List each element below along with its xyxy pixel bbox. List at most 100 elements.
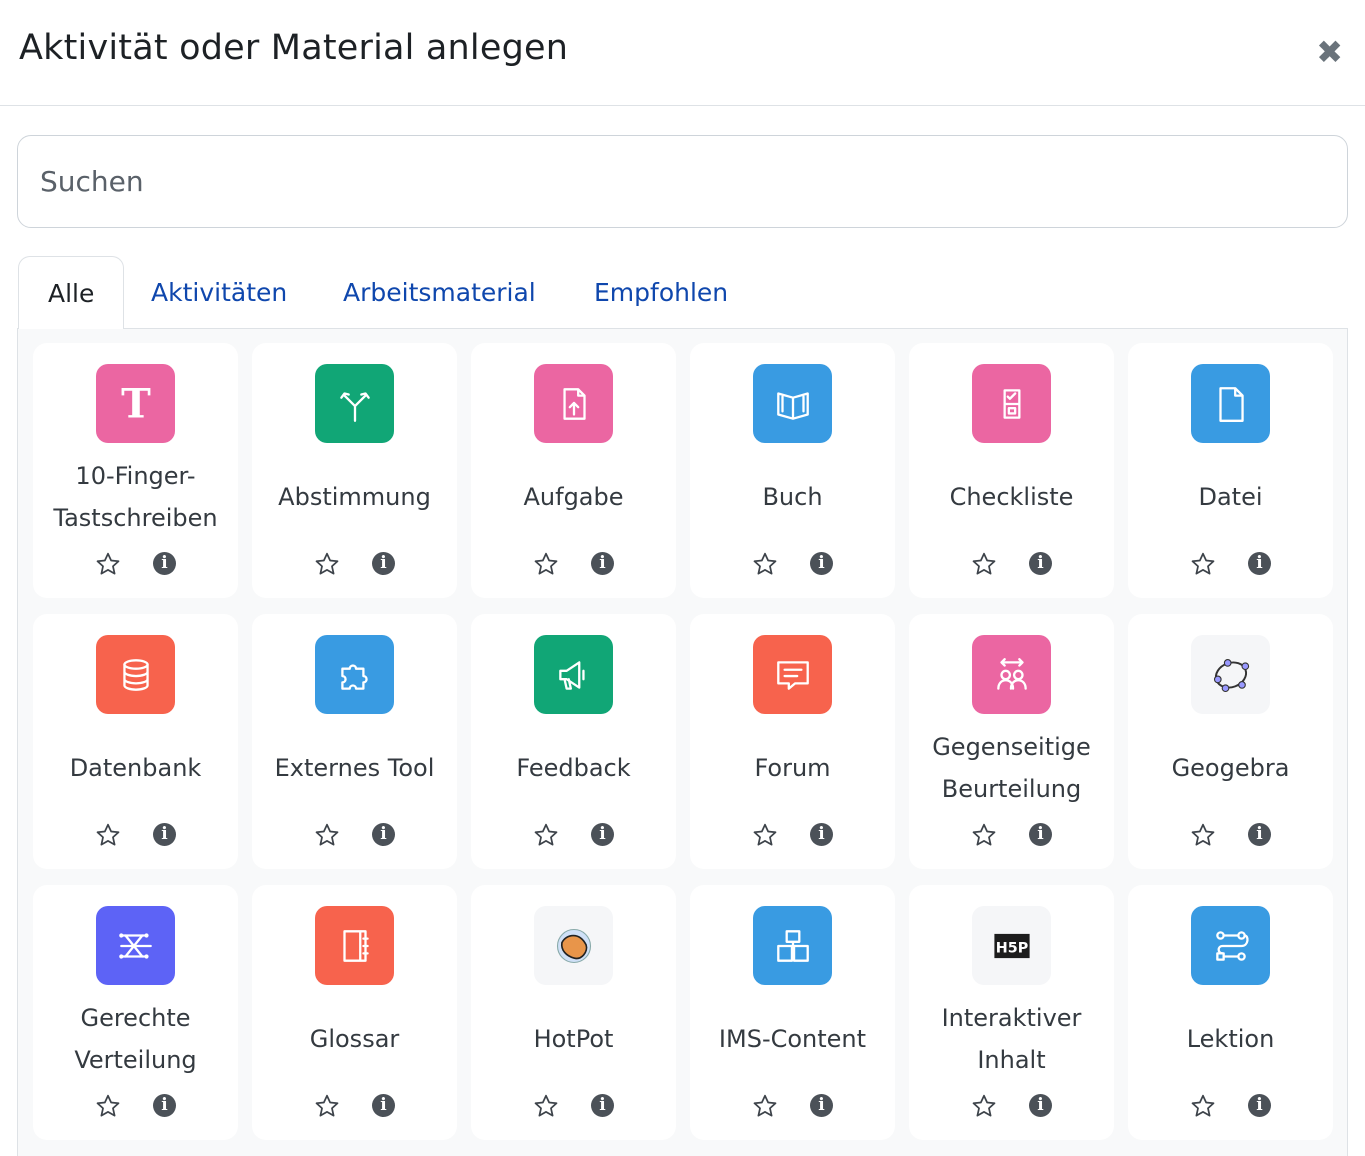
star-outline-icon[interactable] (95, 822, 121, 848)
star-outline-icon[interactable] (971, 551, 997, 577)
info-icon[interactable]: i (1248, 1094, 1271, 1117)
star-outline-icon[interactable] (533, 551, 559, 577)
module-card[interactable]: Forum i (690, 614, 895, 869)
tab-aktivitaeten[interactable]: Aktivitäten (151, 278, 288, 307)
module-name: Feedback (516, 754, 631, 782)
notebook-icon (315, 906, 394, 985)
module-card[interactable]: HotPot i (471, 885, 676, 1140)
module-card[interactable]: Glossar i (252, 885, 457, 1140)
module-card[interactable]: Externes Tool i (252, 614, 457, 869)
info-icon[interactable]: i (1029, 823, 1052, 846)
tab-bar: Alle Aktivitäten Arbeitsmaterial Empfohl… (17, 256, 1348, 330)
info-icon[interactable]: i (1248, 823, 1271, 846)
svg-text:H5P: H5P (995, 940, 1027, 956)
module-name: Geogebra (1171, 754, 1290, 782)
info-icon[interactable]: i (372, 552, 395, 575)
module-card[interactable]: Buch i (690, 343, 895, 598)
info-icon[interactable]: i (591, 823, 614, 846)
svg-text:T: T (121, 383, 151, 425)
module-name: Buch (762, 483, 823, 511)
info-icon[interactable]: i (591, 552, 614, 575)
file-icon (1191, 364, 1270, 443)
star-outline-icon[interactable] (752, 822, 778, 848)
module-name: Datenbank (69, 754, 202, 782)
star-outline-icon[interactable] (1190, 551, 1216, 577)
module-card[interactable]: Geogebra i (1128, 614, 1333, 869)
star-outline-icon[interactable] (533, 822, 559, 848)
file-upload-icon (534, 364, 613, 443)
module-card[interactable]: Feedback i (471, 614, 676, 869)
info-icon[interactable]: i (372, 1094, 395, 1117)
module-name: Interaktiver Inhalt (941, 1004, 1082, 1074)
module-card[interactable]: Gerechte Verteilung i (33, 885, 238, 1140)
star-outline-icon[interactable] (533, 1093, 559, 1119)
star-outline-icon[interactable] (1190, 822, 1216, 848)
info-icon[interactable]: i (1248, 552, 1271, 575)
modal-title: Aktivität oder Material anlegen (19, 28, 569, 68)
info-icon[interactable]: i (810, 823, 833, 846)
star-outline-icon[interactable] (971, 1093, 997, 1119)
checklist-icon (972, 364, 1051, 443)
star-outline-icon[interactable] (1190, 1093, 1216, 1119)
star-outline-icon[interactable] (95, 551, 121, 577)
boxes-icon (753, 906, 832, 985)
book-icon (753, 364, 832, 443)
module-name: Forum (754, 754, 831, 782)
module-card[interactable]: Datei i (1128, 343, 1333, 598)
star-outline-icon[interactable] (314, 551, 340, 577)
geogebra-icon (1191, 635, 1270, 714)
info-icon[interactable]: i (810, 1094, 833, 1117)
info-icon[interactable]: i (372, 823, 395, 846)
module-name: Gegenseitige Beurteilung (932, 733, 1091, 803)
module-card[interactable]: Aufgabe i (471, 343, 676, 598)
module-name: Lektion (1186, 1025, 1275, 1053)
star-outline-icon[interactable] (752, 551, 778, 577)
tab-empfohlen[interactable]: Empfohlen (594, 278, 729, 307)
module-card[interactable]: Checkliste i (909, 343, 1114, 598)
module-card[interactable]: Gegenseitige Beurteilung i (909, 614, 1114, 869)
database-icon (96, 635, 175, 714)
module-name: Glossar (309, 1025, 400, 1053)
module-name: Checkliste (949, 483, 1074, 511)
module-name: Datei (1198, 483, 1263, 511)
module-name: Gerechte Verteilung (74, 1004, 197, 1074)
module-card[interactable]: Datenbank i (33, 614, 238, 869)
shuffle-distribution-icon (96, 906, 175, 985)
people-exchange-icon (972, 635, 1051, 714)
module-card[interactable]: IMS-Content i (690, 885, 895, 1140)
star-outline-icon[interactable] (314, 822, 340, 848)
chat-bubble-icon (753, 635, 832, 714)
hotpot-icon (534, 906, 613, 985)
module-name: Externes Tool (274, 754, 435, 782)
module-name: IMS-Content (718, 1025, 867, 1053)
info-icon[interactable]: i (591, 1094, 614, 1117)
star-outline-icon[interactable] (752, 1093, 778, 1119)
path-icon (1191, 906, 1270, 985)
megaphone-icon (534, 635, 613, 714)
fork-arrows-icon (315, 364, 394, 443)
info-icon[interactable]: i (153, 1094, 176, 1117)
search-input[interactable] (17, 135, 1348, 228)
module-card[interactable]: Lektion i (1128, 885, 1333, 1140)
info-icon[interactable]: i (153, 823, 176, 846)
module-card[interactable]: Abstimmung i (252, 343, 457, 598)
star-outline-icon[interactable] (314, 1093, 340, 1119)
info-icon[interactable]: i (1029, 552, 1052, 575)
tab-arbeitsmaterial[interactable]: Arbeitsmaterial (343, 278, 536, 307)
info-icon[interactable]: i (1029, 1094, 1052, 1117)
star-outline-icon[interactable] (95, 1093, 121, 1119)
module-name: 10-Finger-Tastschreiben (53, 462, 218, 532)
module-name: HotPot (533, 1025, 614, 1053)
puzzle-icon (315, 635, 394, 714)
tab-alle[interactable]: Alle (18, 256, 125, 330)
close-icon[interactable]: ✖ (1316, 33, 1343, 71)
modal-header: Aktivität oder Material anlegen ✖ (0, 0, 1365, 106)
info-icon[interactable]: i (153, 552, 176, 575)
module-card[interactable]: T 10-Finger-Tastschreiben i (33, 343, 238, 598)
info-icon[interactable]: i (810, 552, 833, 575)
module-name: Abstimmung (278, 483, 431, 511)
star-outline-icon[interactable] (971, 822, 997, 848)
module-name: Aufgabe (523, 483, 624, 511)
module-card[interactable]: H5P Interaktiver Inhalt i (909, 885, 1114, 1140)
typewriter-T-icon: T (96, 364, 175, 443)
